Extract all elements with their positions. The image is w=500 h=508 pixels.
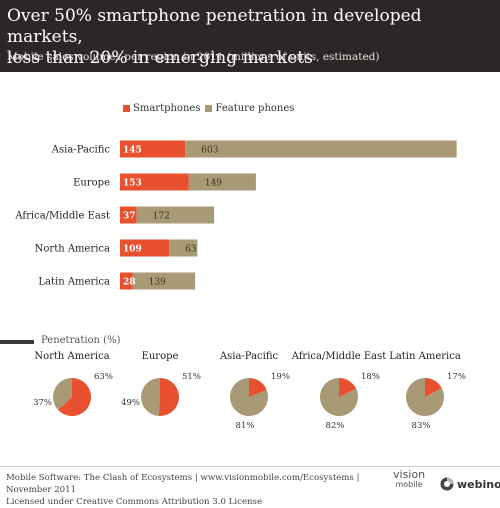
pie-title: North America <box>34 351 109 362</box>
bar-legend: Smartphones Feature phones <box>123 101 299 115</box>
pie-label-feature-phones: 81% <box>236 421 255 431</box>
pie-slice-smartphones <box>339 378 357 397</box>
legend-item-smartphones: Smartphones <box>123 103 200 114</box>
footer-line-1: Mobile Software: The Clash of Ecosystems… <box>6 473 360 495</box>
pie-label-feature-phones: 37% <box>33 398 52 408</box>
pie-label-feature-phones: 49% <box>121 398 140 408</box>
legend-label-smartphones: Smartphones <box>133 102 201 114</box>
bar-value-smartphones: 37 <box>123 212 136 222</box>
bar-smartphones <box>120 140 186 158</box>
pie-slice-feature-phones <box>140 378 160 416</box>
bar-value-smartphones: 28 <box>123 278 136 288</box>
pie-label-smartphones: 18% <box>361 372 380 382</box>
bar-category-label: Latin America <box>38 277 110 288</box>
bar-value-smartphones: 145 <box>123 146 142 156</box>
pie-slice-smartphones <box>425 378 442 397</box>
pie-label-smartphones: 19% <box>271 372 290 382</box>
pie-title: Africa/Middle East <box>291 351 387 362</box>
webinos-logo-text: webinos <box>457 477 500 491</box>
legend-label-feature-phones: Feature phones <box>215 102 295 114</box>
bar-feature-phones <box>132 272 196 290</box>
webinos-logo-icon <box>440 477 454 491</box>
webinos-logo: webinos <box>440 477 500 491</box>
pie-title: Asia-Pacific <box>219 351 279 362</box>
bar-category-label: North America <box>35 244 110 255</box>
bar-value-smartphones: 109 <box>123 245 142 255</box>
bar-smartphones <box>120 173 189 191</box>
bar-category-label: Europe <box>73 178 110 189</box>
penetration-title-bar <box>0 340 34 344</box>
visionmobile-logo: vision mobile <box>393 468 426 490</box>
pie-title: Europe <box>142 351 179 362</box>
bar-value-feature-phones: 172 <box>153 212 170 222</box>
pie-slice-smartphones <box>249 378 267 397</box>
bar-smartphones <box>120 272 133 290</box>
bar-value-feature-phones: 139 <box>149 278 166 288</box>
bar-feature-phones <box>185 140 457 158</box>
bar-category-label: Asia-Pacific <box>51 145 111 156</box>
bar-value-feature-phones: 149 <box>205 179 222 189</box>
footer: Mobile Software: The Clash of Ecosystems… <box>6 472 376 508</box>
stacked-bar-chart: Asia-Pacific 145 603 Europe 153 149 Africa/Mid… <box>14 140 457 290</box>
footer-divider <box>0 466 500 467</box>
pie-label-smartphones: 17% <box>447 372 466 382</box>
bar-feature-phones <box>169 239 198 257</box>
chart-header: Over 50% smartphone penetration in devel… <box>0 0 500 72</box>
bar-feature-phones <box>188 173 256 191</box>
legend-item-feature-phones: Feature phones <box>205 103 294 114</box>
pie-label-smartphones: 51% <box>182 372 201 382</box>
chart-subtitle: Mobile sales volumes per region in 2011 … <box>7 51 380 63</box>
pie-label-feature-phones: 83% <box>412 421 431 431</box>
bar-category-label: Africa/Middle East <box>14 211 110 222</box>
pie-label-smartphones: 63% <box>94 372 113 382</box>
title-line-1: Over 50% smartphone penetration in devel… <box>7 6 422 47</box>
title-line-2: less than 20% in emerging markets <box>7 48 313 68</box>
pie-label-feature-phones: 82% <box>326 421 345 431</box>
penetration-title: Penetration (%) <box>41 335 121 346</box>
pie-slice-smartphones <box>58 378 92 416</box>
pie-slice-smartphones <box>158 378 179 416</box>
legend-swatch-smartphones <box>123 104 130 112</box>
visionmobile-logo-bottom: mobile <box>395 480 423 489</box>
bar-value-smartphones: 153 <box>123 179 142 189</box>
pie-title: Latin America <box>389 351 461 362</box>
pie-slice-feature-phones <box>53 378 72 411</box>
bar-feature-phones <box>136 206 215 224</box>
bar-smartphones <box>120 239 170 257</box>
bar-value-feature-phones: 603 <box>201 146 218 156</box>
pie-slice-feature-phones <box>230 378 268 416</box>
bar-smartphones <box>120 206 137 224</box>
legend-swatch-feature-phones <box>205 104 213 112</box>
chart-title: Over 50% smartphone penetration in devel… <box>7 6 487 69</box>
visionmobile-logo-top: vision <box>393 468 426 481</box>
bar-value-feature-phones: 63 <box>185 245 197 255</box>
